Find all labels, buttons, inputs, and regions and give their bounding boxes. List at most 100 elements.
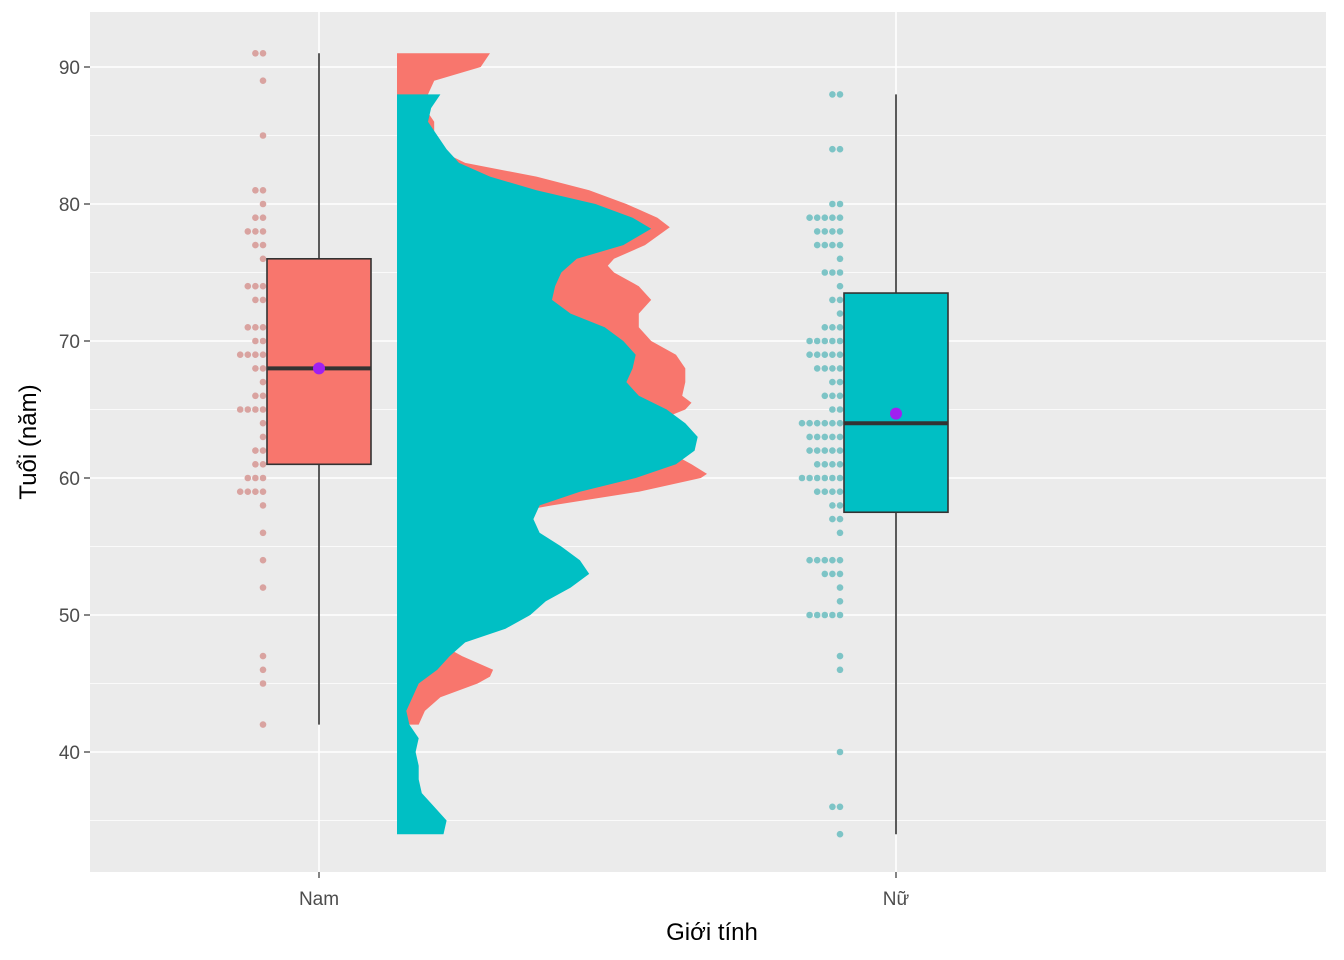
data-point bbox=[836, 529, 844, 537]
data-point bbox=[259, 474, 267, 482]
data-point bbox=[836, 502, 844, 509]
data-point bbox=[259, 461, 267, 468]
data-point bbox=[244, 228, 252, 235]
data-point bbox=[813, 337, 821, 345]
data-point bbox=[836, 406, 844, 413]
data-point bbox=[829, 803, 836, 811]
data-point bbox=[259, 419, 267, 427]
data-point bbox=[829, 406, 836, 413]
data-point bbox=[836, 228, 844, 235]
data-point bbox=[829, 91, 836, 98]
data-point bbox=[821, 365, 829, 372]
data-point bbox=[829, 351, 836, 359]
data-point bbox=[259, 584, 267, 591]
data-point bbox=[259, 255, 267, 263]
data-point bbox=[813, 241, 821, 249]
data-point bbox=[836, 337, 844, 345]
data-point bbox=[259, 378, 267, 386]
data-point bbox=[836, 214, 844, 221]
data-point bbox=[236, 488, 244, 496]
data-point bbox=[806, 447, 813, 454]
data-point bbox=[252, 447, 259, 454]
data-point bbox=[259, 556, 267, 564]
data-point bbox=[836, 282, 844, 290]
data-point bbox=[259, 351, 267, 359]
data-point bbox=[813, 419, 821, 427]
data-point bbox=[829, 365, 836, 372]
data-point bbox=[836, 200, 844, 208]
data-point bbox=[259, 214, 267, 221]
data-point bbox=[259, 433, 267, 441]
data-point bbox=[259, 228, 267, 235]
data-point bbox=[836, 803, 844, 811]
data-point bbox=[259, 337, 267, 345]
data-point bbox=[259, 50, 267, 57]
data-point bbox=[806, 351, 813, 359]
data-point bbox=[259, 187, 267, 194]
data-point bbox=[252, 365, 259, 372]
data-point bbox=[829, 556, 836, 564]
y-tick-label: 40 bbox=[59, 743, 80, 764]
data-point bbox=[259, 241, 267, 249]
data-point bbox=[821, 214, 829, 221]
data-point bbox=[821, 324, 829, 331]
data-point bbox=[836, 830, 844, 838]
data-point bbox=[829, 324, 836, 331]
data-point bbox=[259, 502, 267, 509]
mean-marker bbox=[313, 362, 325, 375]
data-point bbox=[836, 611, 844, 619]
data-point bbox=[259, 200, 267, 208]
data-point bbox=[821, 433, 829, 441]
data-point bbox=[836, 365, 844, 372]
data-point bbox=[829, 200, 836, 208]
data-point bbox=[829, 447, 836, 454]
data-point bbox=[244, 406, 252, 413]
data-point bbox=[836, 447, 844, 454]
data-point bbox=[836, 748, 844, 756]
y-tick-label: 60 bbox=[59, 469, 80, 490]
y-tick-label: 50 bbox=[59, 606, 80, 627]
data-point bbox=[836, 666, 844, 674]
data-point bbox=[821, 269, 829, 276]
data-point bbox=[829, 461, 836, 468]
data-point bbox=[836, 324, 844, 331]
data-point bbox=[821, 556, 829, 564]
data-point bbox=[259, 296, 267, 304]
data-point bbox=[252, 50, 259, 57]
x-axis: Nam Nữ bbox=[299, 872, 910, 910]
group-nu bbox=[397, 91, 949, 838]
y-tick-label: 90 bbox=[59, 58, 80, 79]
data-point bbox=[252, 474, 259, 482]
data-point bbox=[813, 556, 821, 564]
data-point bbox=[821, 611, 829, 619]
data-point bbox=[836, 433, 844, 441]
data-point bbox=[813, 214, 821, 221]
data-point bbox=[252, 324, 259, 331]
data-point bbox=[259, 529, 267, 537]
x-tick-label: Nữ bbox=[883, 889, 910, 910]
data-point bbox=[836, 652, 844, 660]
mean-marker bbox=[890, 407, 902, 420]
chart-marks bbox=[236, 50, 949, 838]
data-point bbox=[836, 351, 844, 359]
data-point bbox=[821, 570, 829, 578]
data-point bbox=[806, 474, 813, 482]
data-point bbox=[821, 474, 829, 482]
data-point bbox=[829, 502, 836, 509]
data-point bbox=[836, 584, 844, 591]
data-point bbox=[259, 680, 267, 687]
data-point bbox=[259, 324, 267, 331]
data-point bbox=[806, 433, 813, 441]
data-point bbox=[252, 351, 259, 359]
data-point bbox=[798, 419, 806, 427]
data-point bbox=[252, 241, 259, 249]
data-point bbox=[821, 241, 829, 249]
data-point bbox=[829, 145, 836, 153]
data-point bbox=[259, 77, 267, 84]
data-point bbox=[829, 392, 836, 400]
data-point bbox=[806, 556, 813, 564]
data-point bbox=[252, 488, 259, 496]
data-point bbox=[829, 269, 836, 276]
x-axis-title: Giới tính bbox=[666, 919, 758, 946]
